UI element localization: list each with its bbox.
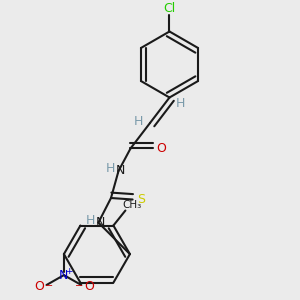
Text: S: S [137,193,145,206]
Text: H: H [176,97,186,110]
Text: N: N [96,216,106,229]
Text: N: N [59,268,69,282]
Text: −: − [75,280,83,291]
Text: O: O [156,142,166,155]
Text: H: H [133,115,143,128]
Text: CH₃: CH₃ [122,200,142,210]
Text: O: O [84,280,94,293]
Text: Cl: Cl [164,2,175,16]
Text: H: H [85,214,95,227]
Text: H: H [105,162,115,175]
Text: +: + [65,267,73,276]
Text: −: − [45,280,53,291]
Text: O: O [34,280,43,293]
Text: N: N [116,164,126,178]
